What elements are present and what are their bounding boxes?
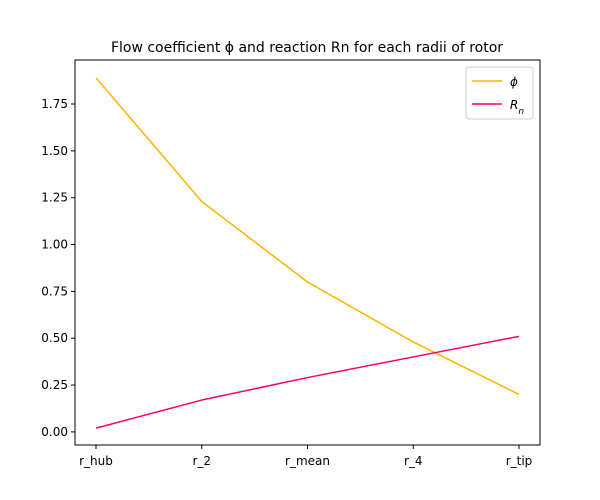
x-tick-label-r_4: r_4 (404, 454, 423, 468)
x-tick-label-r_2: r_2 (192, 454, 211, 468)
y-tick-label-2: 0.50 (41, 331, 68, 345)
y-tick-label-6: 1.50 (41, 144, 68, 158)
x-tick-label-r_mean: r_mean (285, 454, 330, 468)
chart-title: Flow coefficient ϕ and reaction Rn for e… (111, 40, 503, 56)
legend-label-phi: ϕ (510, 75, 518, 89)
series-line-1 (95, 335, 520, 429)
y-tick-label-4: 1.00 (41, 238, 68, 252)
series-line-0 (95, 77, 520, 396)
y-tick-label-3: 0.75 (41, 284, 68, 298)
legend: ϕ Rn (465, 66, 534, 120)
y-tick-label-5: 1.25 (41, 191, 68, 205)
y-tick-label-1: 0.25 (41, 378, 68, 392)
y-tick-label-7: 1.75 (41, 97, 68, 111)
y-axis: 0.00 0.25 0.50 0.75 1.00 1.25 1.50 1.75 (41, 97, 75, 439)
plot-lines (95, 77, 520, 429)
x-axis: r_hub r_2 r_mean r_4 r_tip (79, 445, 532, 468)
legend-box (465, 66, 534, 120)
x-tick-label-r_tip: r_tip (506, 454, 533, 468)
y-tick-label-0: 0.00 (41, 425, 68, 439)
x-tick-label-r_hub: r_hub (79, 454, 113, 468)
